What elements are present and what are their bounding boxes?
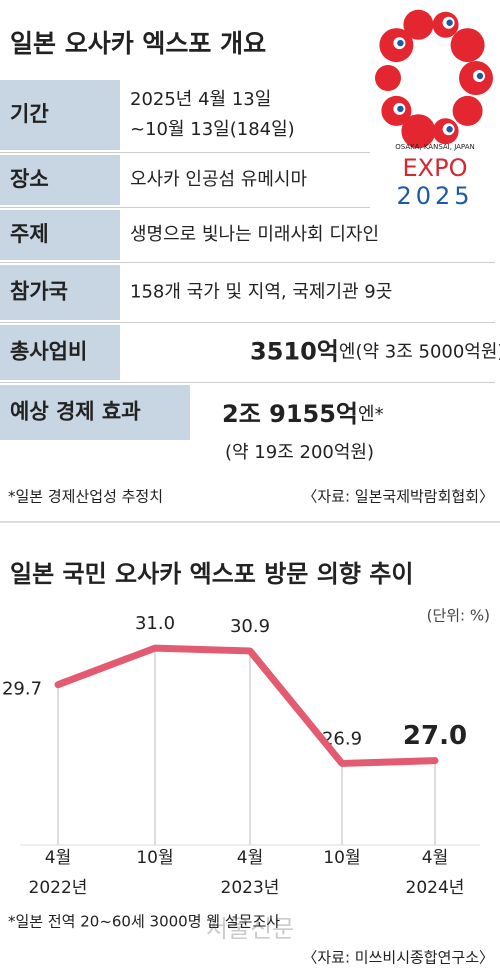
row-value: 2025년 4월 13일 — [130, 89, 271, 110]
value-strong: 2조 9155억 — [222, 400, 358, 428]
logo-blob — [450, 28, 485, 63]
x-tick-label: 4월 — [45, 848, 71, 868]
logo-pupil — [446, 126, 453, 133]
x-year-label: 2022년 — [29, 878, 88, 898]
row-value: (약 19조 200억원) — [225, 442, 374, 463]
row-value: 3510억엔(약 3조 5000억원) — [250, 338, 500, 366]
logo-blob — [403, 9, 434, 40]
logo-pupil — [446, 19, 453, 26]
row-label: 참가국 — [10, 280, 68, 304]
table-source: 〈자료: 일본국제박람회협회〉 — [302, 488, 494, 506]
value-text: ~10월 13일(184일) — [130, 119, 295, 140]
x-year-label: 2023년 — [221, 878, 280, 898]
logo-caption: OSAKA, KANSAI, JAPAN — [395, 143, 474, 151]
logo-year: 2025 — [396, 182, 473, 210]
x-tick-label: 10월 — [323, 848, 360, 868]
x-tick-label: 4월 — [422, 848, 448, 868]
row-label-bg — [0, 155, 120, 205]
value-text: 엔(약 3조 5000억원) — [339, 342, 500, 363]
row-value: 2조 9155억엔* — [222, 400, 384, 428]
value-text: (약 19조 200억원) — [225, 442, 374, 463]
logo-blob — [375, 65, 401, 91]
row-label: 총사업비 — [10, 340, 87, 364]
value-label: 29.7 — [2, 679, 42, 700]
row-value: 158개 국가 및 지역, 국제기관 9곳 — [130, 282, 392, 303]
value-text: 2025년 4월 13일 — [130, 89, 271, 110]
x-tick-label: 10월 — [136, 848, 173, 868]
row-label: 예상 경제 효과 — [10, 400, 141, 424]
logo — [375, 9, 493, 149]
row-value: 오사카 인공섬 유메시마 — [130, 169, 307, 190]
value-label: 30.9 — [230, 616, 270, 637]
row-label-bg — [0, 265, 120, 320]
row-label-bg — [0, 325, 120, 380]
unit: (단위: %) — [427, 607, 490, 625]
table-note: *일본 경제산업성 추정치 — [8, 488, 163, 506]
chart-note: *일본 전역 20~60세 3000명 웹 설문조사 — [8, 913, 280, 931]
value-strong: 3510억 — [250, 338, 339, 366]
row-value: ~10월 13일(184일) — [130, 119, 295, 140]
logo-blob — [452, 95, 483, 126]
logo-pupil — [397, 105, 404, 113]
value-label: 31.0 — [135, 613, 175, 634]
value-text: 생명으로 빛나는 미래사회 디자인 — [130, 224, 379, 245]
row-label-bg — [0, 385, 190, 440]
title: 일본 오사카 엑스포 개요 — [10, 29, 266, 58]
logo-name: EXPO — [403, 154, 468, 182]
logo-pupil — [397, 39, 404, 47]
value-label: 26.9 — [322, 728, 362, 749]
line — [54, 644, 439, 767]
row-value: 생명으로 빛나는 미래사회 디자인 — [130, 224, 379, 245]
value-text: 엔* — [358, 404, 384, 425]
value-text: 오사카 인공섬 유메시마 — [130, 169, 307, 190]
row-label: 장소 — [10, 167, 49, 191]
chart-source: 〈자료: 미쓰비시종합연구소〉 — [302, 949, 494, 967]
watermark: 서울신문 — [206, 915, 294, 943]
row-label-bg — [0, 80, 120, 150]
row-label: 기간 — [10, 102, 49, 126]
logo-pupil — [476, 72, 484, 80]
value-label: 27.0 — [403, 721, 467, 751]
x-tick-label: 4월 — [237, 848, 263, 868]
row-label: 주제 — [10, 222, 49, 246]
chart-title: 일본 국민 오사카 엑스포 방문 의향 추이 — [10, 560, 413, 588]
value-text: 158개 국가 및 지역, 국제기관 9곳 — [130, 282, 392, 303]
row-label-bg — [0, 210, 120, 260]
logo-blob — [401, 114, 436, 149]
x-year-label: 2024년 — [406, 878, 465, 898]
